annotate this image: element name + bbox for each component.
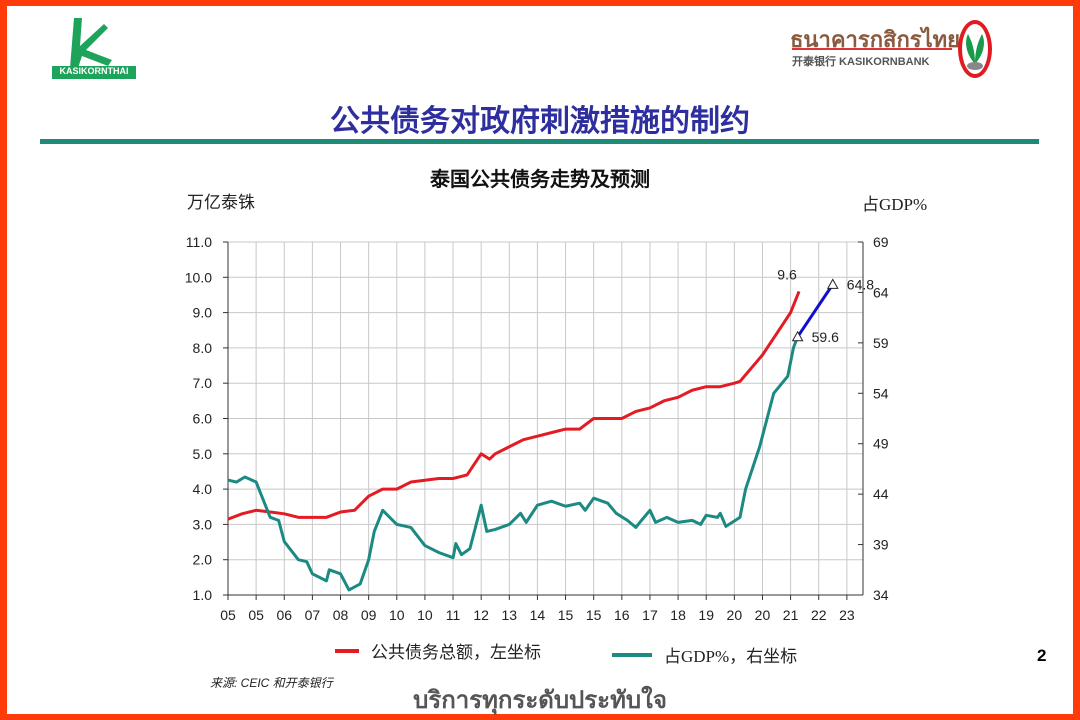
x-tick-label: 22 — [811, 607, 827, 623]
legend-swatch — [335, 648, 359, 653]
left-tick-label: 4.0 — [193, 481, 213, 497]
data-label: 64.8 — [847, 276, 874, 292]
left-tick-label: 7.0 — [193, 375, 213, 391]
legend-item-gdp: 占GDP%，右坐标 — [612, 642, 797, 667]
x-tick-label: 05 — [220, 607, 236, 623]
x-tick-label: 15 — [586, 607, 602, 623]
x-tick-label: 12 — [473, 607, 489, 623]
right-tick-label: 59 — [873, 335, 889, 351]
left-tick-label: 10.0 — [185, 269, 212, 285]
left-tick-label: 2.0 — [193, 552, 213, 568]
legend-label: 占GDP%，右坐标 — [664, 647, 798, 666]
legend-label: 公共债务总额，左坐标 — [371, 643, 541, 662]
x-tick-label: 09 — [361, 607, 377, 623]
x-tick-label: 20 — [727, 607, 743, 623]
right-tick-label: 49 — [873, 436, 889, 452]
source-note: 来源: CEIC 和开泰银行 — [210, 676, 333, 690]
left-tick-label: 11.0 — [186, 234, 212, 250]
left-tick-label: 8.0 — [193, 340, 213, 356]
footer-tagline: บริการทุกระดับประทับใจ — [413, 687, 667, 714]
x-tick-label: 08 — [333, 607, 349, 623]
right-axis-unit: 占GDP% — [862, 195, 928, 214]
kasikornthai-logo: KASIKORNTHAI — [52, 16, 136, 80]
x-tick-label: 23 — [839, 607, 855, 623]
legend-swatch — [612, 652, 652, 657]
series-line-1 — [227, 336, 800, 592]
x-tick-label: 17 — [642, 607, 658, 623]
x-tick-label: 10 — [417, 607, 433, 623]
x-tick-label: 07 — [305, 607, 321, 623]
left-tick-label: 9.0 — [193, 305, 213, 321]
left-tick-label: 1.0 — [193, 587, 213, 603]
slide — [7, 6, 1073, 714]
chart-title: 泰国公共债务走势及预测 — [430, 167, 650, 191]
legend-item-debt: 公共债务总额，左坐标 — [335, 638, 541, 663]
x-tick-label: 06 — [276, 607, 292, 623]
x-tick-label: 15 — [558, 607, 574, 623]
data-label: 9.6 — [777, 266, 797, 282]
triangle-marker — [791, 330, 804, 342]
right-tick-label: 64 — [873, 284, 889, 300]
triangle-marker — [826, 278, 839, 289]
left-tick-label: 6.0 — [193, 411, 213, 427]
left-tick-label: 5.0 — [193, 446, 213, 462]
title-divider — [40, 139, 1039, 144]
logo-divider — [792, 48, 952, 50]
x-tick-label: 19 — [698, 607, 714, 623]
x-tick-label: 20 — [755, 607, 771, 623]
right-tick-label: 44 — [873, 486, 889, 502]
x-tick-label: 05 — [248, 607, 264, 623]
x-tick-label: 14 — [530, 607, 546, 623]
right-tick-label: 69 — [873, 234, 889, 250]
right-tick-label: 39 — [873, 537, 889, 553]
kbank-sub-name: 开泰银行 KASIKORNBANK — [792, 56, 930, 68]
kbank-leaf-logo — [958, 20, 992, 78]
series-line-0 — [227, 290, 801, 521]
forecast-line — [796, 283, 835, 338]
data-label: 59.6 — [812, 329, 839, 345]
x-tick-label: 18 — [670, 607, 686, 623]
left-tick-label: 3.0 — [193, 516, 213, 532]
x-tick-label: 11 — [446, 607, 461, 623]
left-axis-unit: 万亿泰铢 — [187, 193, 255, 212]
x-tick-label: 16 — [614, 607, 630, 623]
right-tick-label: 54 — [873, 385, 889, 401]
right-tick-label: 34 — [873, 587, 889, 603]
x-tick-label: 10 — [389, 607, 405, 623]
x-tick-label: 13 — [502, 607, 518, 623]
page-title: 公共债务对政府刺激措施的制约 — [330, 104, 750, 139]
page-number: 2 — [1037, 646, 1047, 665]
x-tick-label: 21 — [783, 607, 799, 623]
